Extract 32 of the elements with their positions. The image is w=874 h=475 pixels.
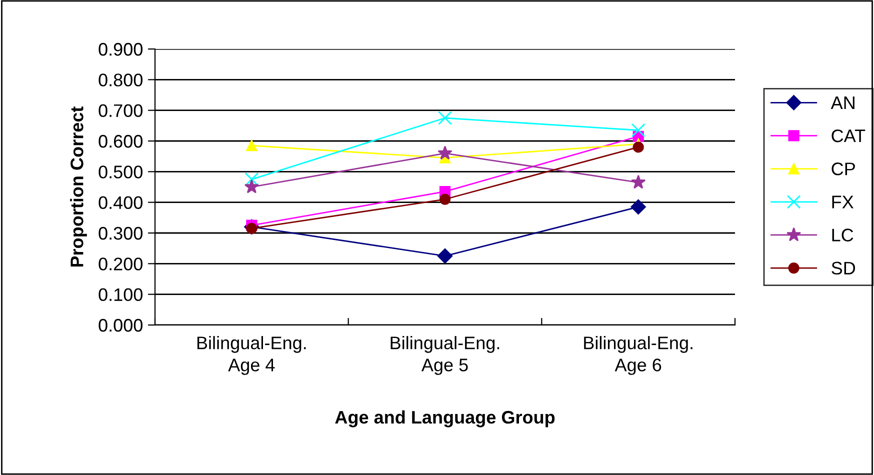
x-tick-label: Bilingual-Eng. Age 6 bbox=[584, 336, 692, 375]
y-tick-label: 0.400 bbox=[98, 196, 142, 210]
y-tick-label: 0.800 bbox=[98, 74, 142, 86]
y-tick-label: 0.000 bbox=[98, 318, 142, 332]
y-axis-title: Proportion Correct bbox=[70, 106, 87, 267]
y-tick-label: 0.600 bbox=[98, 134, 142, 148]
y-tick-label: 0.100 bbox=[98, 288, 142, 302]
legend-label: SD bbox=[832, 262, 856, 275]
y-tick-label: 0.300 bbox=[98, 226, 142, 240]
y-tick-label: 0.500 bbox=[98, 166, 142, 178]
x-tick-label: Bilingual-Eng. Age 4 bbox=[197, 336, 306, 375]
point bbox=[631, 123, 646, 138]
legend-label: AN bbox=[830, 96, 854, 109]
point bbox=[244, 179, 259, 194]
legend-label: LC bbox=[832, 228, 854, 242]
y-tick-label: 0.200 bbox=[98, 258, 142, 270]
y-tick-label: 0.700 bbox=[98, 104, 142, 118]
legend-label: CAT bbox=[832, 129, 866, 142]
point bbox=[437, 248, 453, 264]
point bbox=[246, 140, 258, 152]
point bbox=[630, 199, 646, 215]
legend-label: FX bbox=[832, 196, 854, 208]
point bbox=[438, 111, 452, 125]
x-axis-title: Age and Language Group bbox=[335, 410, 555, 428]
point bbox=[632, 142, 644, 153]
y-tick-label: 0.900 bbox=[98, 42, 142, 56]
x-tick-label: Bilingual-Eng. Age 5 bbox=[390, 336, 500, 375]
legend-label: CP bbox=[832, 162, 855, 176]
point bbox=[244, 172, 259, 186]
point bbox=[631, 174, 646, 189]
point bbox=[439, 194, 451, 205]
point bbox=[438, 146, 452, 160]
